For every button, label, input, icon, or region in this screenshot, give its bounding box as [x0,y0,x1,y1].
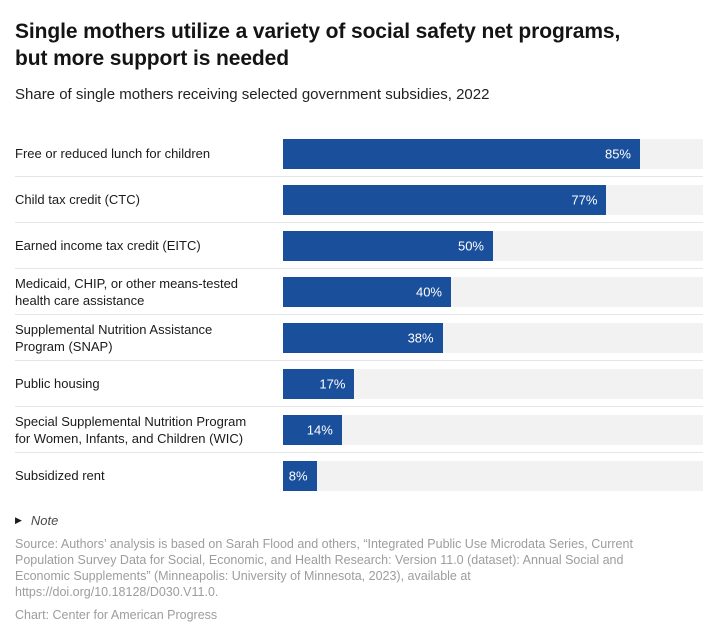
chart-row: Public housing 17% [15,360,703,406]
chart-row: Special Supplemental Nutrition Program f… [15,406,703,452]
category-label: Earned income tax credit (EITC) [15,238,201,253]
bar-cell: 17% [283,361,703,406]
bar-track: 85% [283,138,703,169]
value-label: 77% [571,192,598,207]
category-label: Public housing [15,376,100,391]
bar-track: 14% [283,414,703,445]
chart-subtitle: Share of single mothers receiving select… [15,86,490,103]
category-label: Subsidized rent [15,468,105,483]
bar-cell: 8% [283,453,703,498]
value-label: 85% [604,146,631,161]
category-label: Free or reduced lunch for children [15,146,211,161]
category-label: Child tax credit (CTC) [15,192,140,207]
category-label: Supplemental Nutrition Assistance Progra… [15,321,213,354]
bar-track: 77% [283,184,703,215]
chart-row: Subsidized rent 8% [15,452,703,498]
bar-track: 50% [283,230,703,261]
bar: 50% [283,230,493,261]
bar-cell: 14% [283,407,703,452]
bar-chart: Free or reduced lunch for children 85% C… [15,130,703,498]
bar: 8% [283,460,317,491]
chart-row: Supplemental Nutrition Assistance Progra… [15,314,703,360]
bar-cell: 38% [283,315,703,360]
category-label: Medicaid, CHIP, or other means-tested he… [15,275,239,308]
chart-row: Earned income tax credit (EITC) 50% [15,222,703,268]
category-label: Special Supplemental Nutrition Program f… [15,413,247,446]
bar: 38% [283,322,443,353]
bar-cell: 50% [283,223,703,268]
value-label: 17% [319,376,346,391]
chart-row: Medicaid, CHIP, or other means-tested he… [15,268,703,314]
value-label: 8% [288,468,308,483]
chart-row: Free or reduced lunch for children 85% [15,130,703,176]
bar-track: 38% [283,322,703,353]
value-label: 50% [457,238,484,253]
value-label: 14% [306,422,333,437]
note-label: Note [30,513,59,528]
chart-credit: Chart: Center for American Progress [15,608,218,622]
bar: 17% [283,368,355,399]
bar-cell: 77% [283,177,703,222]
bar-track: 8% [283,460,703,491]
bar-track: 17% [283,368,703,399]
bar: 77% [283,184,607,215]
value-label: 38% [407,330,434,345]
chart-row: Child tax credit (CTC) 77% [15,176,703,222]
source-text: Source: Authors’ analysis is based on Sa… [15,537,633,599]
bar: 40% [283,276,451,307]
bar: 85% [283,138,640,169]
bar-cell: 85% [283,131,703,176]
bar-track: 40% [283,276,703,307]
bar: 14% [283,414,342,445]
note-disclosure-icon: ▶ [15,515,22,525]
chart-title: Single mothers utilize a variety of soci… [15,20,621,70]
note-toggle[interactable]: ▶ Note [15,512,85,529]
bar-cell: 40% [283,269,703,314]
value-label: 40% [415,284,442,299]
